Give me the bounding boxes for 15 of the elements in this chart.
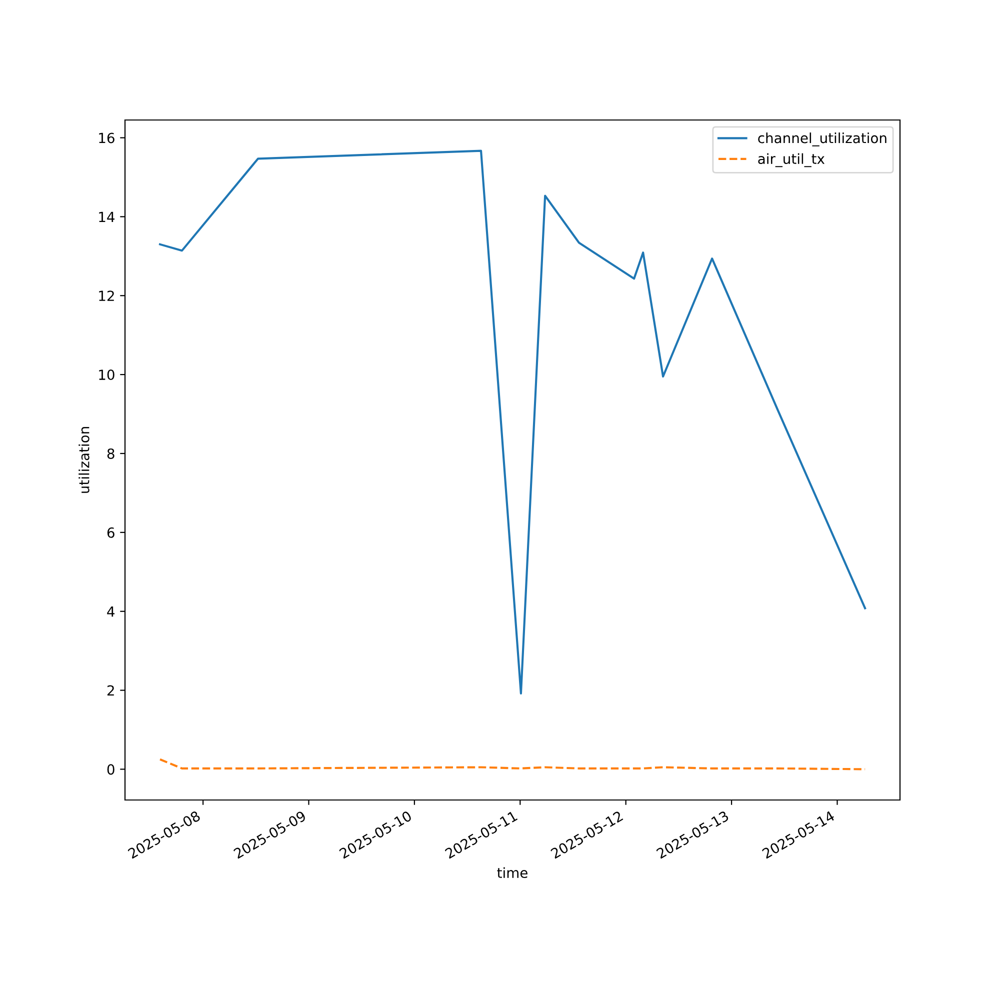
y-tick-label: 14 — [99, 212, 114, 222]
y-tick-label: 10 — [99, 370, 114, 380]
legend-label: channel_utilization — [758, 132, 886, 146]
y-tick-label: 6 — [107, 527, 114, 538]
line-series — [158, 758, 866, 770]
y-axis-title: utilization — [78, 427, 90, 493]
y-tick-label: 8 — [107, 448, 114, 459]
x-axis-title: time — [497, 867, 528, 878]
legend-label: air_util_tx — [758, 153, 825, 168]
y-tick-label: 16 — [99, 132, 114, 144]
y-tick-label: 12 — [99, 290, 114, 301]
y-tick-label: 2 — [107, 685, 114, 696]
line-series — [158, 150, 866, 694]
y-tick-label: 4 — [107, 606, 114, 617]
y-tick-label: 0 — [107, 764, 114, 775]
